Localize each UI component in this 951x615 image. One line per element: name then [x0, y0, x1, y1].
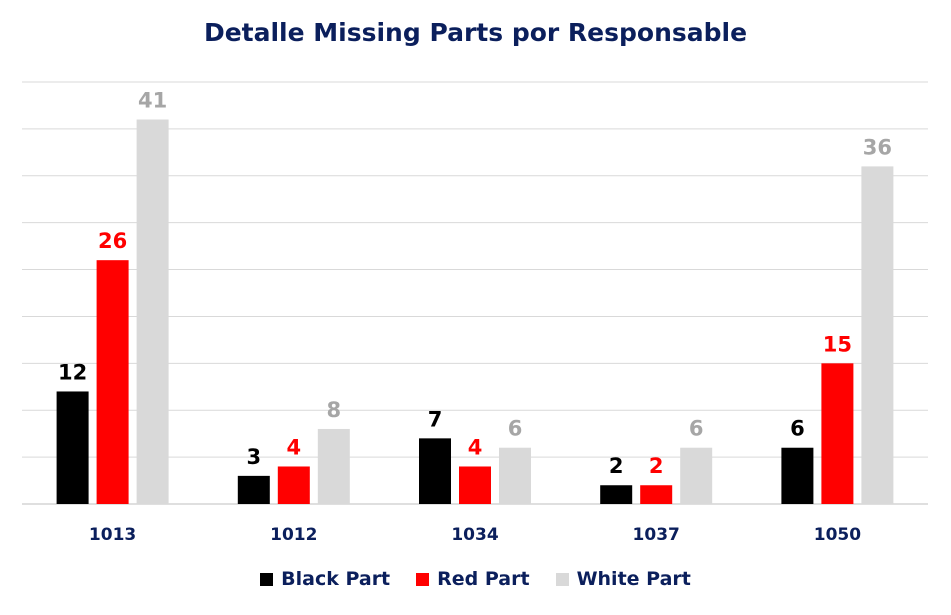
x-tick-label: 1012 [270, 525, 317, 545]
data-label: 3 [246, 445, 261, 469]
legend-label: White Part [576, 568, 691, 590]
bar [781, 447, 814, 504]
data-label: 36 [863, 135, 892, 159]
legend-item: Black Part [260, 568, 390, 590]
data-label: 15 [823, 332, 852, 356]
legend-label: Red Part [437, 568, 530, 590]
data-label: 7 [428, 407, 443, 431]
bar [136, 119, 169, 504]
data-label: 26 [98, 229, 127, 253]
bar [680, 447, 713, 504]
legend-item: Red Part [416, 568, 530, 590]
legend-item: White Part [555, 568, 691, 590]
data-label: 8 [326, 398, 341, 422]
legend-swatch [416, 572, 430, 586]
bar [640, 485, 673, 504]
legend-swatch [260, 572, 274, 586]
chart-title: Detalle Missing Parts por Responsable [203, 18, 748, 47]
bar [317, 428, 350, 504]
bar [56, 391, 89, 504]
bar [96, 260, 129, 504]
data-label: 2 [649, 454, 664, 478]
legend-label: Black Part [281, 568, 391, 590]
data-label: 12 [58, 360, 87, 384]
bar [821, 363, 854, 504]
bar [419, 438, 451, 504]
bar [277, 466, 310, 504]
data-label: 6 [689, 417, 704, 441]
bar [459, 466, 491, 504]
data-label: 4 [468, 435, 483, 459]
x-tick-label: 1050 [814, 525, 861, 545]
data-label: 4 [286, 435, 301, 459]
bar [861, 166, 894, 504]
legend-swatch [555, 572, 569, 586]
data-label: 2 [609, 454, 624, 478]
bar [600, 485, 633, 504]
data-label: 6 [508, 417, 523, 441]
legend: Black Part Red Part White Part [0, 568, 951, 590]
data-label: 41 [138, 89, 167, 113]
x-tick-label: 1037 [633, 525, 680, 545]
bar [499, 447, 531, 504]
x-tick-label: 1034 [451, 525, 498, 545]
data-label: 6 [790, 417, 805, 441]
x-tick-label: 1013 [89, 525, 136, 545]
bar [237, 475, 270, 504]
